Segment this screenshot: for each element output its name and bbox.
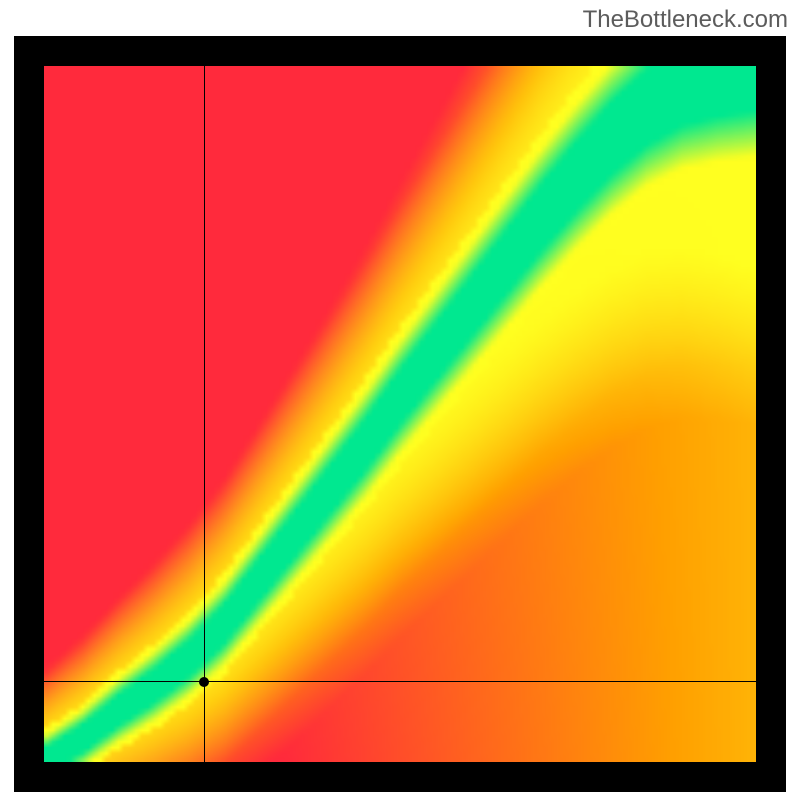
heatmap-plot-area — [44, 66, 756, 762]
crosshair-vertical — [204, 66, 205, 762]
watermark-text: TheBottleneck.com — [583, 6, 788, 34]
crosshair-horizontal — [44, 681, 756, 682]
heatmap-canvas — [44, 66, 756, 762]
